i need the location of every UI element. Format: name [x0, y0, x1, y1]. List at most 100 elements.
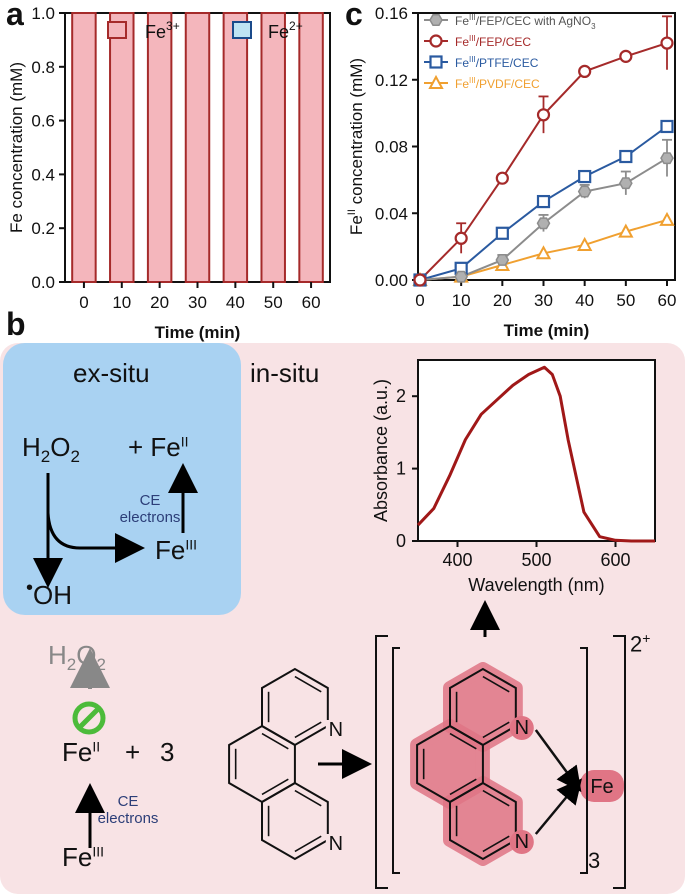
x-tick-label: 0 [415, 291, 424, 310]
bar-fe3 [71, 12, 97, 283]
x-tick-label: 0 [79, 293, 88, 312]
x-tick-label: 40 [226, 293, 245, 312]
marker-hexagon [577, 185, 592, 198]
y-tick-label: 0.8 [31, 58, 55, 77]
left-inner-bracket [392, 647, 400, 874]
panel-b-label: b [6, 306, 26, 342]
n-halo [509, 830, 534, 854]
marker-triangle [535, 245, 552, 260]
legend-fe3: Fe3+ [145, 19, 180, 42]
double-bond [482, 721, 510, 739]
marker-triangle [618, 223, 634, 238]
chart-c: 0.00 0.04 0.08 0.12 0.16 0 10 20 30 40 50 60 Time (m… [346, 4, 676, 340]
nitrogen-label: N [329, 833, 343, 855]
marker-hexagon [495, 254, 510, 266]
x-tick-label: 10 [112, 293, 131, 312]
panel-a-label: a [6, 0, 24, 32]
marker-hexagon [536, 217, 551, 230]
absorbance-chart: 0 1 2 400 500 600 Wavelength (nm) Absorbance (a… [371, 359, 656, 595]
insitu-title: in-situ [250, 358, 320, 388]
exsitu-title: ex-situ [73, 358, 150, 388]
coordination-arrow [534, 729, 582, 793]
x-tick-label: 40 [575, 291, 594, 310]
curved-arrow [46, 512, 145, 563]
no-icon [72, 701, 106, 735]
legend-label: FeIII/FEP/CEC [455, 34, 531, 49]
x-tick-label: 600 [600, 550, 630, 570]
bar-fe3 [146, 12, 173, 283]
y-tick-label: 0.4 [31, 165, 55, 184]
double-bond [482, 835, 510, 853]
marker-square [495, 226, 509, 240]
fe-badge-label: Fe [590, 776, 613, 798]
x-tick-label: 20 [150, 293, 169, 312]
marker-square [536, 194, 551, 209]
y-tick-label: 1.0 [31, 4, 55, 23]
legend-label: FeIII/PVDF/CEC [455, 76, 540, 91]
marker-square [429, 55, 443, 69]
double-bond [294, 721, 322, 739]
n-mask [325, 720, 346, 742]
legend-label: FeIII/PTFE/CEC [455, 55, 539, 70]
marker-hexagon [454, 270, 469, 283]
x-tick-label: 30 [534, 291, 553, 310]
marker-triangle [428, 74, 444, 89]
nitrogen-label: N [515, 831, 529, 853]
fe-iii-insitu: FeIII [62, 842, 105, 872]
fe-phen-complex: N N Fe [410, 662, 624, 866]
marker-circle [454, 231, 468, 245]
x-tick-label: 400 [442, 550, 472, 570]
fe-ii-insitu: FeII [62, 737, 101, 767]
y-tick-label: 0 [396, 531, 406, 551]
nitrogen-label: N [329, 719, 343, 741]
nitrogen-label: N [515, 717, 529, 739]
aromatic-ring [449, 781, 517, 861]
bar-fe3 [184, 12, 211, 283]
double-bond [449, 778, 477, 796]
plus-sign: + [125, 737, 141, 767]
legend-swatch-fe3 [107, 21, 127, 39]
coordination-arrow [534, 778, 582, 835]
y-tick-label: 0.0 [31, 273, 55, 292]
phenanthroline-structure: NN [228, 667, 346, 861]
bar-fe3 [298, 12, 324, 283]
marker-square [619, 149, 633, 164]
halo-ring [443, 776, 523, 866]
ce-electrons-label-2: CE electrons [97, 793, 159, 827]
marker-hexagon [429, 14, 443, 26]
marker-circle [429, 34, 443, 48]
x-axis-label: Time (min) [155, 323, 241, 342]
x-tick-label: 20 [493, 291, 512, 310]
fe-iii-text: FeIII [155, 535, 198, 565]
x-tick-label: 60 [302, 293, 321, 312]
y-tick-label: 0.6 [31, 112, 55, 131]
marker-triangle [576, 236, 593, 251]
double-bond [261, 732, 289, 750]
y-tick-label: 0.08 [375, 138, 408, 157]
marker-circle [536, 108, 551, 122]
legend-label: FeIII/FEP/CEC with AgNO3 [455, 13, 596, 31]
h2o2-gray: H2O2 [48, 640, 106, 675]
n-halo [509, 716, 534, 740]
stoich-3: 3 [160, 737, 175, 767]
x-axis-label: Time (min) [504, 321, 590, 340]
bar-fe3 [222, 12, 249, 283]
fe-badge [580, 770, 624, 802]
y-tick-label: 0.04 [375, 204, 408, 223]
n-mask [325, 834, 346, 856]
h2o2-text: H2O2 [22, 432, 80, 467]
marker-circle [660, 36, 674, 50]
double-bond [294, 675, 322, 693]
bar-fe3 [109, 12, 135, 283]
double-bond [482, 675, 510, 693]
double-bond [482, 789, 510, 807]
x-tick-label: 30 [188, 293, 207, 312]
x-tick-label: 500 [521, 550, 551, 570]
charge-label: 2+ [630, 630, 651, 657]
subscript-3: 3 [588, 848, 601, 873]
marker-square [578, 169, 592, 184]
y-tick-label: 1 [396, 459, 406, 479]
spectrum-frame [417, 359, 656, 542]
right-bracket [613, 635, 626, 889]
right-inner-bracket [580, 647, 588, 874]
